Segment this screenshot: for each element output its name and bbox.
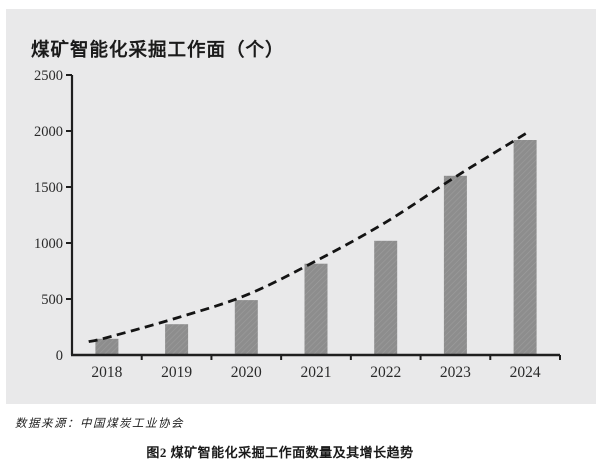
bar-2024 [513,140,537,355]
x-tick-label: 2023 [440,364,471,381]
bar-2021 [304,263,328,355]
x-tick-label: 2022 [370,364,401,381]
x-tick-label: 2018 [91,364,122,381]
chart-title: 煤矿智能化采掘工作面（个） [31,41,285,61]
x-tick-label: 2024 [510,364,541,381]
bar-2019 [165,324,189,355]
data-source-note: 数据来源：中国煤炭工业协会 [15,418,184,430]
bar-2018 [95,338,119,355]
y-tick-label: 2000 [34,124,63,140]
trend-dashed-line [88,131,528,343]
bar-2022 [374,240,398,355]
x-tick-label: 2020 [231,364,262,381]
bar-2020 [234,300,258,355]
x-tick-label: 2019 [161,364,192,381]
y-tick-label: 1000 [34,236,63,252]
figure-caption: 图2 煤矿智能化采掘工作面数量及其增长趋势 [146,445,414,460]
y-tick-label: 1500 [34,180,63,196]
x-tick-label: 2021 [301,364,332,381]
y-tick-label: 2500 [34,68,63,84]
y-tick-label: 500 [41,292,63,308]
y-tick-label: 0 [56,348,63,364]
bar-2023 [443,175,467,355]
